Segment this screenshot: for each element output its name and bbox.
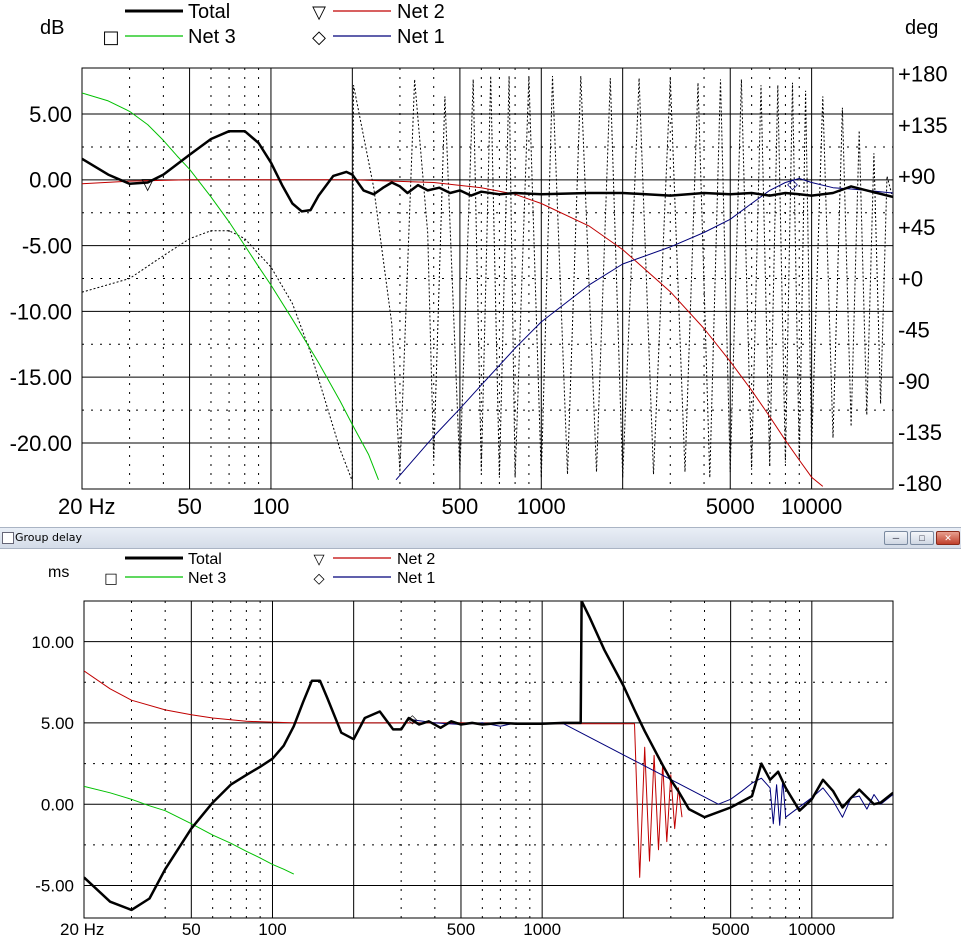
window-icon — [2, 532, 14, 544]
series-total — [82, 129, 893, 213]
y-tick-label: 0.00 — [41, 795, 74, 814]
y-right-tick-label: -180 — [898, 471, 942, 496]
legend-marker: ▽ — [312, 2, 326, 23]
y-tick-label: -5.00 — [22, 234, 72, 259]
y-axis-label-right: deg — [905, 17, 938, 39]
y-tick-label: -20.00 — [10, 431, 72, 456]
x-tick-label: 20 Hz — [58, 494, 115, 519]
y-right-tick-label: +180 — [898, 62, 948, 87]
y-right-tick-label: -135 — [898, 420, 942, 445]
legend-item-net-2: ▽ Net 2 — [312, 1, 445, 23]
y-tick-label: 5.00 — [29, 102, 72, 127]
x-tick-label: 500 — [447, 920, 475, 936]
legend-item-net-3: □ Net 3 — [102, 26, 235, 48]
legend-label: Net 3 — [188, 570, 226, 587]
legend-label: Net 2 — [397, 1, 445, 23]
y-tick-label: 10.00 — [31, 633, 74, 652]
y-tick-label: -15.00 — [10, 365, 72, 390]
legend-label: Net 1 — [397, 570, 435, 587]
y-right-tick-label: -90 — [898, 369, 930, 394]
x-tick-label: 5000 — [706, 494, 755, 519]
y-right-tick-label: +45 — [898, 215, 935, 240]
curve-marker-net1: ◇ — [787, 176, 798, 192]
maximize-icon[interactable]: □ — [910, 531, 934, 545]
legend-item-net-3: □ Net 3 — [104, 570, 226, 587]
legend: Total □ Net 3 ▽ Net 2 ◇ Net 1 — [102, 1, 444, 48]
legend-item-net-1: ◇ Net 1 — [313, 570, 435, 587]
frequency-response-chart: 5.00 0.00 -5.00 -10.00 -15.00 -20.00 +180 +135 +… — [10, 1, 948, 519]
curve-marker-net2: ▽ — [142, 174, 155, 193]
group-delay-window-titlebar[interactable]: Group delay ─ □ ✕ — [0, 527, 961, 549]
legend-marker: ◇ — [312, 27, 326, 48]
series-net-3 — [84, 785, 295, 875]
y-right-tick-label: +0 — [898, 266, 923, 291]
series-group — [82, 75, 893, 487]
y-axis-label: ms — [48, 564, 69, 581]
legend-item-net-2: ▽ Net 2 — [313, 551, 435, 568]
legend-marker: ◇ — [313, 571, 325, 587]
y-tick-label: 5.00 — [41, 714, 74, 733]
legend-label: Total — [188, 1, 230, 23]
x-tick-label: 10000 — [788, 920, 835, 936]
x-tick-label: 50 — [177, 494, 201, 519]
y-axis-label: dB — [40, 17, 64, 39]
legend-label: Net 1 — [397, 26, 445, 48]
legend-item-total: Total — [125, 551, 222, 568]
x-tick-label: 20 Hz — [60, 920, 104, 936]
legend-label: Net 2 — [397, 551, 435, 568]
series-total-phase-wrap — [351, 75, 893, 478]
close-icon[interactable]: ✕ — [936, 531, 960, 545]
curve-marker-net1: ◇ — [408, 712, 418, 726]
x-tick-label: 500 — [442, 494, 479, 519]
y-right-tick-label: +90 — [898, 164, 935, 189]
group-delay-chart: 10.00 5.00 0.00 -5.00 20 Hz 50 100 500 1000 5000 1… — [31, 551, 894, 936]
legend-marker: □ — [104, 571, 118, 587]
x-tick-label: 100 — [258, 920, 286, 936]
y-right-tick-label: +135 — [898, 113, 948, 138]
series-net-2 — [82, 179, 824, 487]
grid — [83, 601, 894, 918]
x-tick-label: 1000 — [523, 920, 561, 936]
y-right-tick-label: -45 — [898, 318, 930, 343]
legend-marker: □ — [102, 27, 119, 48]
legend-marker: ▽ — [313, 552, 325, 568]
legend-label: Total — [188, 551, 222, 568]
y-tick-label: -5.00 — [35, 877, 74, 896]
x-tick-label: 50 — [182, 920, 201, 936]
minimize-icon[interactable]: ─ — [884, 531, 908, 545]
y-tick-label: -10.00 — [10, 299, 72, 324]
plot-area — [83, 600, 894, 919]
x-tick-label: 100 — [253, 494, 290, 519]
legend-item-total: Total — [125, 1, 230, 23]
legend-label: Net 3 — [188, 26, 236, 48]
series-group — [84, 601, 893, 912]
grid — [81, 68, 894, 489]
x-tick-label: 1000 — [517, 494, 566, 519]
legend: Total □ Net 3 ▽ Net 2 ◇ Net 1 — [104, 551, 435, 587]
legend-item-net-1: ◇ Net 1 — [312, 26, 445, 48]
x-tick-label: 5000 — [712, 920, 750, 936]
series-net-1 — [395, 178, 893, 481]
series-net-3 — [82, 92, 379, 480]
group-delay-window-title: Group delay — [15, 531, 83, 544]
x-tick-label: 10000 — [781, 494, 842, 519]
series-total — [84, 601, 893, 912]
y-tick-label: 0.00 — [29, 168, 72, 193]
series-total-phase — [82, 230, 353, 482]
